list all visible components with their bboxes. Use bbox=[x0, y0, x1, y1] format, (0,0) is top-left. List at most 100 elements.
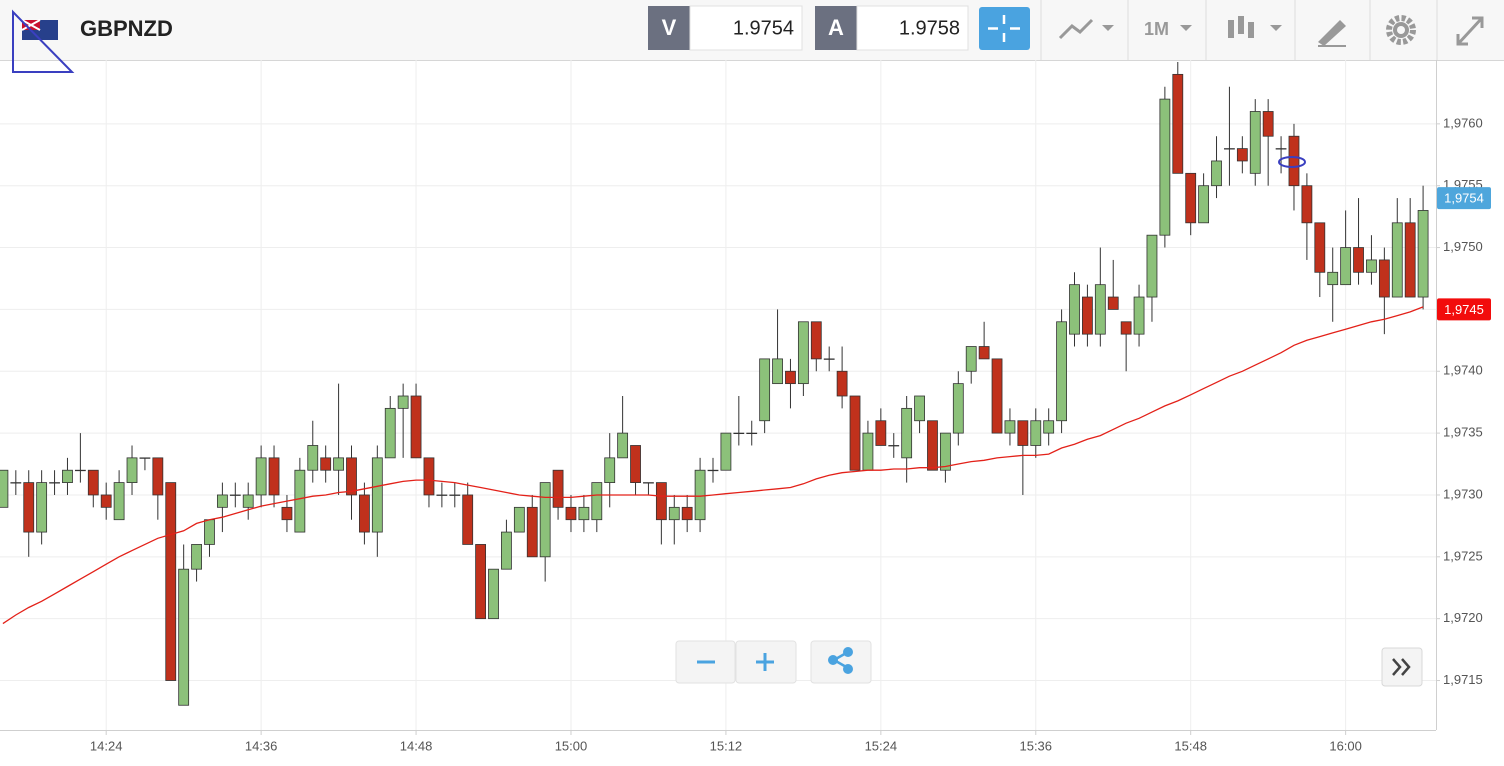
candle-body bbox=[1017, 420, 1029, 446]
candle-body bbox=[281, 506, 293, 521]
interval-button[interactable]: 1M bbox=[1144, 19, 1192, 39]
indicator-button[interactable] bbox=[1058, 18, 1114, 40]
candle-body bbox=[0, 469, 9, 508]
candle-body bbox=[1249, 111, 1261, 174]
candle-body bbox=[449, 494, 461, 496]
price-badge-label: 1,9745 bbox=[1444, 302, 1484, 317]
candle-body bbox=[1378, 259, 1390, 298]
candle-body bbox=[707, 469, 719, 472]
candle-body bbox=[165, 482, 177, 681]
candle-body bbox=[126, 457, 138, 483]
x-tick-label: 14:48 bbox=[400, 738, 433, 753]
candle-body bbox=[578, 506, 590, 521]
sell-button[interactable]: V 1.9754 bbox=[648, 5, 803, 51]
candle-body bbox=[952, 383, 964, 434]
candle-body bbox=[1224, 148, 1235, 150]
candle-body bbox=[501, 531, 512, 570]
plot-area bbox=[0, 62, 1429, 706]
candle-body bbox=[333, 457, 344, 471]
candle-body bbox=[346, 457, 357, 496]
candle-body bbox=[1146, 234, 1158, 298]
x-tick-label: 15:36 bbox=[1019, 738, 1052, 753]
x-tick-label: 15:24 bbox=[865, 738, 898, 753]
buy-price: 1.9758 bbox=[899, 17, 960, 39]
y-tick-label: 1,9720 bbox=[1443, 610, 1483, 625]
candle-body bbox=[1275, 148, 1287, 150]
candle-body bbox=[36, 482, 48, 533]
zoom-in-button[interactable] bbox=[735, 640, 797, 684]
buy-label: A bbox=[828, 15, 844, 40]
candle-body bbox=[152, 457, 164, 496]
candle-body bbox=[204, 519, 215, 545]
candle-body bbox=[1159, 98, 1171, 236]
sell-label: V bbox=[662, 15, 677, 40]
candle-body bbox=[681, 506, 693, 521]
candle-body bbox=[694, 469, 706, 521]
candle-body bbox=[668, 506, 680, 521]
candle-body bbox=[10, 482, 22, 484]
candle-body bbox=[1327, 271, 1339, 286]
candle-body bbox=[591, 482, 603, 521]
candle-body bbox=[384, 407, 396, 459]
candle-body bbox=[1030, 420, 1042, 446]
candle-body bbox=[526, 506, 538, 558]
candle-body bbox=[74, 469, 86, 472]
candle-body bbox=[965, 346, 977, 372]
candle-body bbox=[927, 420, 938, 471]
candle-body bbox=[513, 506, 525, 533]
candle-body bbox=[1082, 296, 1093, 335]
buy-button[interactable]: A 1.9758 bbox=[815, 5, 969, 51]
candle-body bbox=[1107, 296, 1119, 310]
y-tick-label: 1,9735 bbox=[1443, 425, 1483, 440]
cursor-overlay bbox=[12, 9, 75, 73]
candle-body bbox=[720, 432, 732, 471]
drawing-button[interactable] bbox=[1318, 20, 1346, 47]
x-tick-label: 16:00 bbox=[1329, 738, 1362, 753]
toolbar-separators bbox=[1040, 0, 1438, 60]
candle-body bbox=[643, 482, 654, 484]
candle-body bbox=[113, 482, 125, 521]
candle-body bbox=[991, 358, 1003, 434]
candle-body bbox=[100, 494, 112, 508]
axes: 1,9715 1,9720 1,9725 1,9730 1,9735 1,9740 1,97… bbox=[90, 115, 1491, 753]
candle-body bbox=[630, 445, 641, 483]
candle-body bbox=[836, 370, 848, 397]
candle-body bbox=[1043, 420, 1055, 434]
candle-body bbox=[565, 506, 577, 521]
candle-body bbox=[1120, 321, 1132, 335]
candle-body bbox=[139, 457, 151, 459]
candle-body bbox=[772, 358, 783, 385]
candle-body bbox=[914, 395, 925, 422]
scroll-latest-button[interactable] bbox=[1381, 647, 1423, 687]
sell-price: 1.9754 bbox=[733, 17, 794, 39]
chart-type-button[interactable] bbox=[1228, 16, 1282, 38]
candle-body bbox=[1417, 210, 1429, 298]
candle-body bbox=[617, 432, 629, 459]
crosshair-button[interactable] bbox=[979, 7, 1030, 50]
candle-body bbox=[49, 482, 60, 484]
fullscreen-button[interactable] bbox=[1456, 16, 1484, 46]
candle-body bbox=[849, 395, 861, 471]
candle-body bbox=[888, 445, 900, 447]
zoom-out-button[interactable] bbox=[675, 640, 736, 684]
candle-body bbox=[294, 469, 306, 533]
candle-body bbox=[1262, 111, 1274, 137]
candle-body bbox=[939, 432, 951, 471]
price-badge bbox=[1437, 187, 1491, 210]
candle-body bbox=[1404, 222, 1416, 298]
candle-body bbox=[875, 420, 887, 446]
candle-body bbox=[178, 568, 190, 706]
candle-body bbox=[191, 544, 202, 570]
share-button[interactable] bbox=[810, 640, 872, 684]
candle-body bbox=[1391, 222, 1403, 298]
settings-button[interactable] bbox=[1386, 15, 1416, 45]
price-badge-label: 1,9754 bbox=[1444, 191, 1484, 206]
x-tick-label: 15:48 bbox=[1174, 738, 1207, 753]
candle-body bbox=[810, 321, 822, 360]
candle-body bbox=[1366, 259, 1377, 273]
candle-body bbox=[1185, 172, 1197, 224]
candle-body bbox=[410, 395, 422, 459]
candle-body bbox=[1314, 222, 1326, 273]
